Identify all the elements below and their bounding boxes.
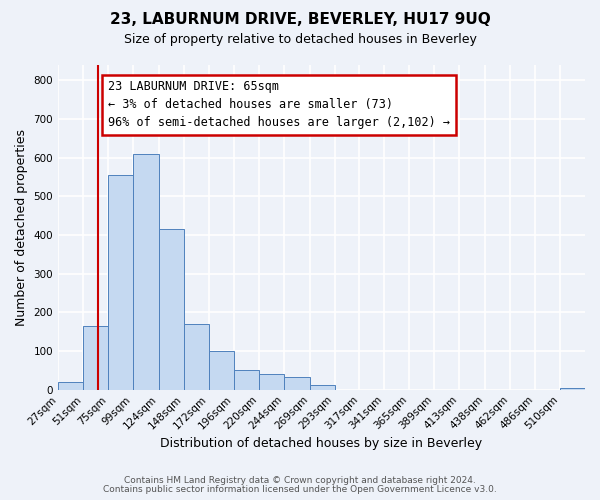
Text: 23 LABURNUM DRIVE: 65sqm
← 3% of detached houses are smaller (73)
96% of semi-de: 23 LABURNUM DRIVE: 65sqm ← 3% of detache… <box>108 80 450 130</box>
Bar <box>184 324 209 390</box>
Bar <box>284 378 310 390</box>
Bar <box>58 382 83 390</box>
Bar <box>310 384 335 390</box>
Bar <box>209 351 233 390</box>
Bar <box>133 154 159 390</box>
Y-axis label: Number of detached properties: Number of detached properties <box>15 129 28 326</box>
Text: Contains HM Land Registry data © Crown copyright and database right 2024.: Contains HM Land Registry data © Crown c… <box>124 476 476 485</box>
Bar <box>233 370 259 390</box>
Bar <box>83 326 108 390</box>
Text: Contains public sector information licensed under the Open Government Licence v3: Contains public sector information licen… <box>103 485 497 494</box>
Bar <box>159 230 184 390</box>
X-axis label: Distribution of detached houses by size in Beverley: Distribution of detached houses by size … <box>160 437 482 450</box>
Text: Size of property relative to detached houses in Beverley: Size of property relative to detached ho… <box>124 32 476 46</box>
Text: 23, LABURNUM DRIVE, BEVERLEY, HU17 9UQ: 23, LABURNUM DRIVE, BEVERLEY, HU17 9UQ <box>110 12 490 28</box>
Bar <box>259 374 284 390</box>
Bar <box>108 175 133 390</box>
Bar <box>560 388 585 390</box>
